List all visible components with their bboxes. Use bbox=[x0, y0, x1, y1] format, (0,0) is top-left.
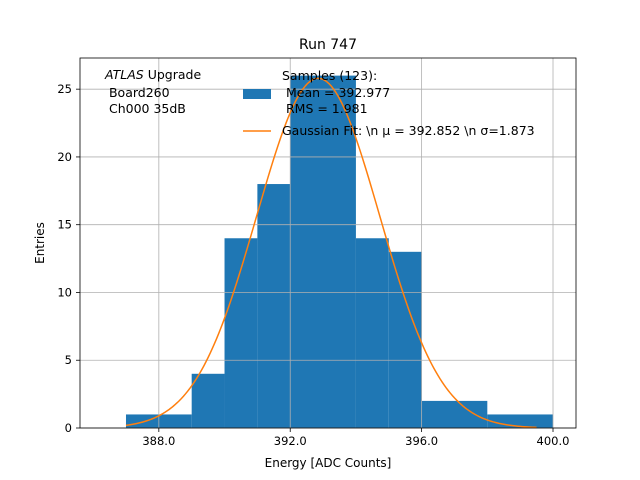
legend-samples-swatch bbox=[243, 89, 271, 99]
annotation-line-3: Ch000 35dB bbox=[105, 101, 186, 116]
plot-frame bbox=[79, 57, 577, 429]
x-tick-label-0: 388.0 bbox=[142, 434, 175, 448]
y-tick-label-5: 25 bbox=[57, 82, 72, 96]
y-axis-label: Entries bbox=[33, 222, 47, 264]
x-tick-label-1: 392.0 bbox=[274, 434, 307, 448]
y-tick-label-0: 0 bbox=[65, 421, 72, 435]
atlas-annotation: ATLAS Upgrade Board260 Ch000 35dB bbox=[104, 67, 201, 116]
x-tick-label-2: 396.0 bbox=[405, 434, 438, 448]
y-tick-label-4: 20 bbox=[57, 150, 72, 164]
histogram-bar-1 bbox=[191, 373, 225, 428]
histogram-bars bbox=[125, 75, 554, 428]
legend-samples-line-2: Mean = 392.977 bbox=[282, 85, 390, 100]
legend-samples-line-3: RMS = 1.981 bbox=[282, 101, 368, 116]
annotation-line-1: ATLAS Upgrade bbox=[104, 67, 201, 82]
histogram-bar-7 bbox=[421, 400, 488, 428]
histogram-bar-4 bbox=[290, 75, 356, 428]
histogram-bar-3 bbox=[257, 184, 291, 428]
x-axis-ticks: 388.0 392.0 396.0 400.0 bbox=[142, 428, 569, 448]
histogram-bar-6 bbox=[388, 251, 422, 428]
x-axis-label: Energy [ADC Counts] bbox=[265, 456, 392, 470]
y-axis-ticks: 0 5 10 15 20 25 bbox=[57, 82, 80, 435]
legend-samples-line-1: Samples (123): bbox=[282, 68, 377, 83]
histogram-bar-5 bbox=[355, 238, 389, 428]
legend: Samples (123): Mean = 392.977 RMS = 1.98… bbox=[243, 68, 535, 138]
legend-fit-label: Gaussian Fit: \n μ = 392.852 \n σ=1.873 bbox=[282, 123, 535, 138]
annotation-line-2: Board260 bbox=[105, 85, 170, 100]
annotation-upgrade: Upgrade bbox=[144, 67, 202, 82]
y-tick-label-1: 5 bbox=[65, 353, 72, 367]
annotation-atlas: ATLAS bbox=[104, 67, 144, 82]
x-tick-label-3: 400.0 bbox=[537, 434, 570, 448]
chart-title: Run 747 bbox=[299, 37, 357, 53]
y-tick-label-3: 15 bbox=[57, 218, 72, 232]
gaussian-fit-curve bbox=[125, 77, 537, 429]
y-tick-label-2: 10 bbox=[57, 285, 72, 299]
